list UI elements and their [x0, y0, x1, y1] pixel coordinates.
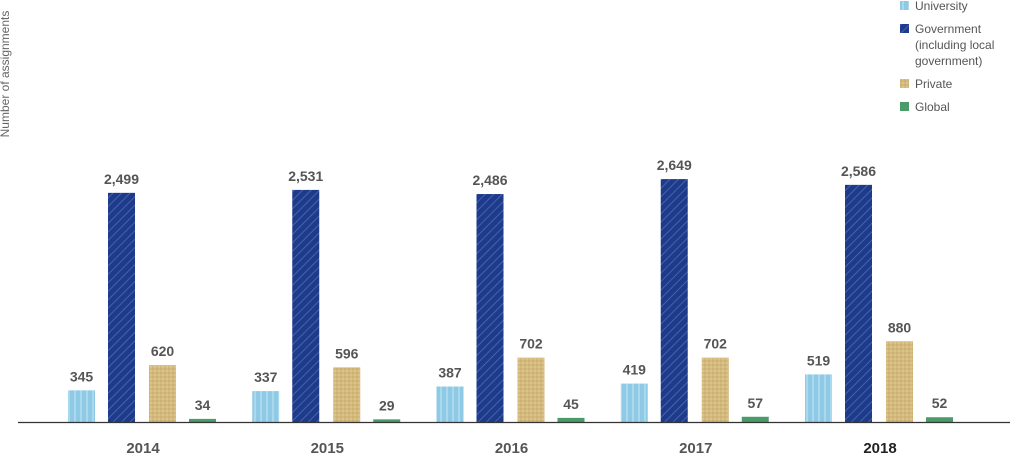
value-label-global-2017: 57	[747, 395, 763, 411]
bar-government-2016	[476, 194, 504, 422]
bar-private-2014	[149, 365, 176, 422]
value-label-government-2018: 2,586	[841, 163, 876, 179]
legend-swatch-university	[900, 1, 909, 10]
value-labels-group: 345 2,499 620 34 337 2,531 596 29 387 2,486 702 45 4…	[70, 157, 948, 413]
bar-university-2018	[805, 374, 832, 422]
value-label-government-2016: 2,486	[472, 172, 507, 188]
bar-global-2018	[926, 417, 953, 422]
bar-private-2016	[517, 357, 545, 422]
legend: University Government (including local g…	[900, 0, 994, 114]
legend-label-private: Private	[915, 77, 953, 91]
legend-swatch-government	[900, 24, 909, 33]
value-label-government-2014: 2,499	[104, 171, 139, 187]
bar-government-2017	[660, 179, 688, 422]
bar-private-2018	[886, 341, 913, 422]
value-label-global-2014: 34	[195, 397, 211, 413]
bar-global-2014	[189, 418, 216, 422]
y-axis-label: Number of assignments	[0, 11, 12, 138]
x-axis-ticks: 2014 2015 2016 2017 2018	[126, 440, 896, 454]
x-tick-label-2015: 2015	[311, 440, 344, 454]
value-label-global-2018: 52	[932, 395, 948, 411]
legend-label-government-line3: government)	[915, 54, 982, 68]
legend-swatch-global	[900, 102, 909, 111]
legend-label-global: Global	[915, 100, 950, 114]
value-label-university-2014: 345	[70, 368, 94, 384]
value-label-private-2016: 702	[519, 336, 543, 352]
bar-global-2015	[373, 419, 401, 422]
bar-global-2016	[557, 417, 585, 422]
value-label-private-2014: 620	[151, 343, 175, 359]
bar-university-2014	[68, 390, 95, 422]
value-label-university-2015: 337	[254, 369, 278, 385]
value-label-university-2018: 519	[807, 352, 831, 368]
value-label-private-2015: 596	[335, 345, 359, 361]
x-tick-label-2014: 2014	[126, 440, 160, 454]
bar-government-2018	[845, 184, 872, 422]
x-tick-label-2018: 2018	[863, 440, 896, 454]
bars-group	[68, 179, 953, 422]
value-label-private-2017: 702	[704, 336, 728, 352]
value-label-university-2016: 387	[438, 365, 462, 381]
bar-private-2017	[701, 357, 729, 422]
value-label-university-2017: 419	[623, 362, 647, 378]
value-label-global-2015: 29	[379, 397, 395, 413]
legend-label-government-line2: (including local	[915, 38, 994, 52]
bar-global-2017	[741, 416, 769, 422]
legend-swatch-private	[900, 79, 909, 88]
value-label-global-2016: 45	[563, 396, 579, 412]
bar-university-2015	[252, 391, 280, 422]
value-label-private-2018: 880	[888, 319, 912, 335]
x-tick-label-2017: 2017	[679, 440, 712, 454]
bar-government-2014	[108, 192, 135, 422]
x-tick-label-2016: 2016	[495, 440, 528, 454]
value-label-government-2015: 2,531	[288, 168, 323, 184]
bar-university-2016	[436, 386, 464, 422]
legend-label-government: Government	[915, 22, 982, 36]
bar-government-2015	[292, 189, 320, 422]
value-label-government-2017: 2,649	[657, 157, 692, 173]
bar-private-2015	[333, 367, 361, 422]
bar-university-2017	[620, 383, 648, 422]
legend-label-university: University	[915, 0, 968, 13]
